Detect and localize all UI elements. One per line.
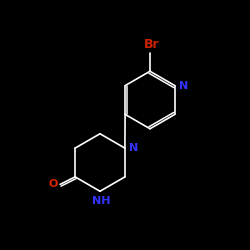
Text: Br: Br	[144, 38, 159, 51]
Text: O: O	[49, 180, 58, 190]
Text: NH: NH	[92, 196, 110, 206]
Text: N: N	[180, 80, 189, 90]
Text: N: N	[130, 143, 139, 153]
